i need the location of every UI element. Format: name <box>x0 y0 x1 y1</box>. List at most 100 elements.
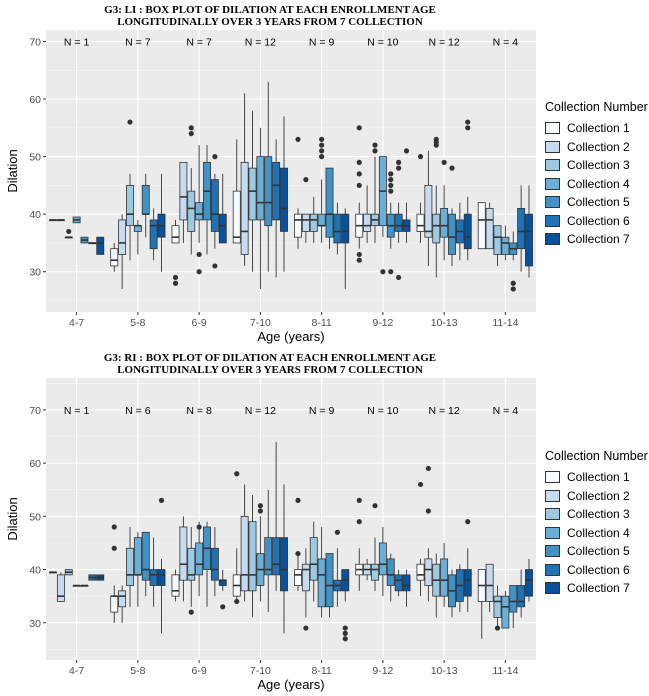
box-iqr <box>141 184 150 215</box>
box-plot-box <box>325 553 334 618</box>
y-tick-label: 30 <box>29 267 41 279</box>
outlier-point <box>372 503 378 509</box>
box-plot-box <box>493 585 502 631</box>
outlier-point <box>465 125 471 131</box>
box-plot-box <box>203 145 211 255</box>
box-plot-box <box>110 524 119 623</box>
legend-swatch <box>545 214 560 227</box>
box-plot-box <box>195 145 204 275</box>
box-plot-box <box>341 208 350 289</box>
legend-swatch <box>545 159 560 172</box>
box-plot-box <box>301 548 310 631</box>
box-iqr <box>195 542 204 576</box>
box-iqr <box>171 574 180 597</box>
box-iqr <box>218 213 227 244</box>
legend-label: Collection 7 <box>567 232 630 247</box>
box-iqr <box>301 213 310 232</box>
outlier-point <box>356 251 362 258</box>
plot-background <box>46 378 536 660</box>
legend-title: Collection Number <box>545 449 648 463</box>
box-plot-box <box>210 526 219 597</box>
box-iqr <box>402 574 411 592</box>
box-plot-box <box>394 569 403 597</box>
box-iqr <box>333 213 342 244</box>
box-plot-box <box>272 139 281 278</box>
box-plot-box <box>133 219 142 255</box>
box-plot-box <box>56 572 65 602</box>
box-plot-box <box>141 173 150 238</box>
n-label: N = 12 <box>245 405 276 417</box>
outlier-point <box>380 269 386 275</box>
box-plot-box <box>525 558 533 602</box>
box-plot-box <box>149 537 158 607</box>
x-tick-label: 10-13 <box>431 317 458 329</box>
box-iqr <box>371 563 379 581</box>
box-plot-box <box>96 236 105 255</box>
box-iqr <box>272 537 281 576</box>
box-plot-box <box>195 521 204 597</box>
n-label: N = 1 <box>64 405 90 417</box>
box-plot-box <box>463 519 472 613</box>
legend-label: Collection 4 <box>567 525 630 540</box>
n-label: N = 8 <box>186 405 212 417</box>
box-iqr <box>179 161 188 221</box>
legend-top: Collection Number Collection 1 Collection… <box>545 100 648 249</box>
box-plot-box <box>96 574 105 581</box>
box-plot-box <box>309 521 318 602</box>
outlier-point <box>220 604 226 610</box>
box-plot-box <box>110 242 119 272</box>
legend-item: Collection 7 <box>545 579 648 598</box>
outlier-point <box>234 598 240 605</box>
y-axis-title: Dilation <box>5 149 20 192</box>
box-plot-box <box>210 154 219 269</box>
outlier-point <box>449 165 455 171</box>
box-plot-box <box>477 569 486 639</box>
plot-background <box>46 30 536 312</box>
box-iqr <box>493 225 502 255</box>
box-iqr <box>416 213 425 232</box>
legend-item: Collection 6 <box>545 561 648 580</box>
x-tick-label: 8-11 <box>312 665 332 677</box>
outlier-point <box>111 545 117 551</box>
box-plot-box <box>256 503 265 602</box>
chart-panel-bottom: G3: RI : BOX PLOT OF DILATION AT EACH EN… <box>0 348 649 696</box>
box-iqr <box>210 547 219 581</box>
box-iqr <box>240 515 249 592</box>
box-plot-box <box>49 219 57 222</box>
x-tick-label: 4-7 <box>69 317 84 329</box>
box-iqr <box>96 236 105 255</box>
box-plot-box <box>378 526 387 597</box>
box-plot-box <box>363 185 372 243</box>
legend-label: Collection 3 <box>567 158 630 173</box>
box-plot-box <box>355 125 364 263</box>
box-iqr <box>126 547 134 586</box>
box-iqr <box>157 569 166 586</box>
outlier-point <box>356 182 362 188</box>
n-label: N = 4 <box>493 37 519 49</box>
outlier-point <box>295 136 301 142</box>
box-plot-box <box>424 465 433 602</box>
box-plot-box <box>416 154 425 243</box>
box-iqr <box>149 219 158 250</box>
box-plot-box <box>118 585 127 623</box>
outlier-point <box>425 508 431 514</box>
outlier-point <box>510 280 516 286</box>
box-plot-box <box>272 441 281 591</box>
y-axis-title: Dilation <box>5 497 20 540</box>
box-plot-box <box>455 202 464 261</box>
legend-swatch <box>545 140 560 153</box>
box-iqr <box>448 213 456 255</box>
outlier-point <box>441 159 447 165</box>
box-iqr <box>248 167 257 221</box>
box-iqr <box>463 569 472 597</box>
box-plot-box <box>72 584 81 587</box>
box-plot-box <box>501 590 510 629</box>
y-tick-label: 70 <box>29 37 41 49</box>
box-plot-box <box>493 225 502 266</box>
outlier-point <box>158 497 165 503</box>
x-tick-label: 5-8 <box>130 317 145 329</box>
box-iqr <box>187 547 196 581</box>
box-plot-box <box>264 489 273 613</box>
legend-item: Collection 3 <box>545 505 648 524</box>
outlier-point <box>303 625 309 631</box>
